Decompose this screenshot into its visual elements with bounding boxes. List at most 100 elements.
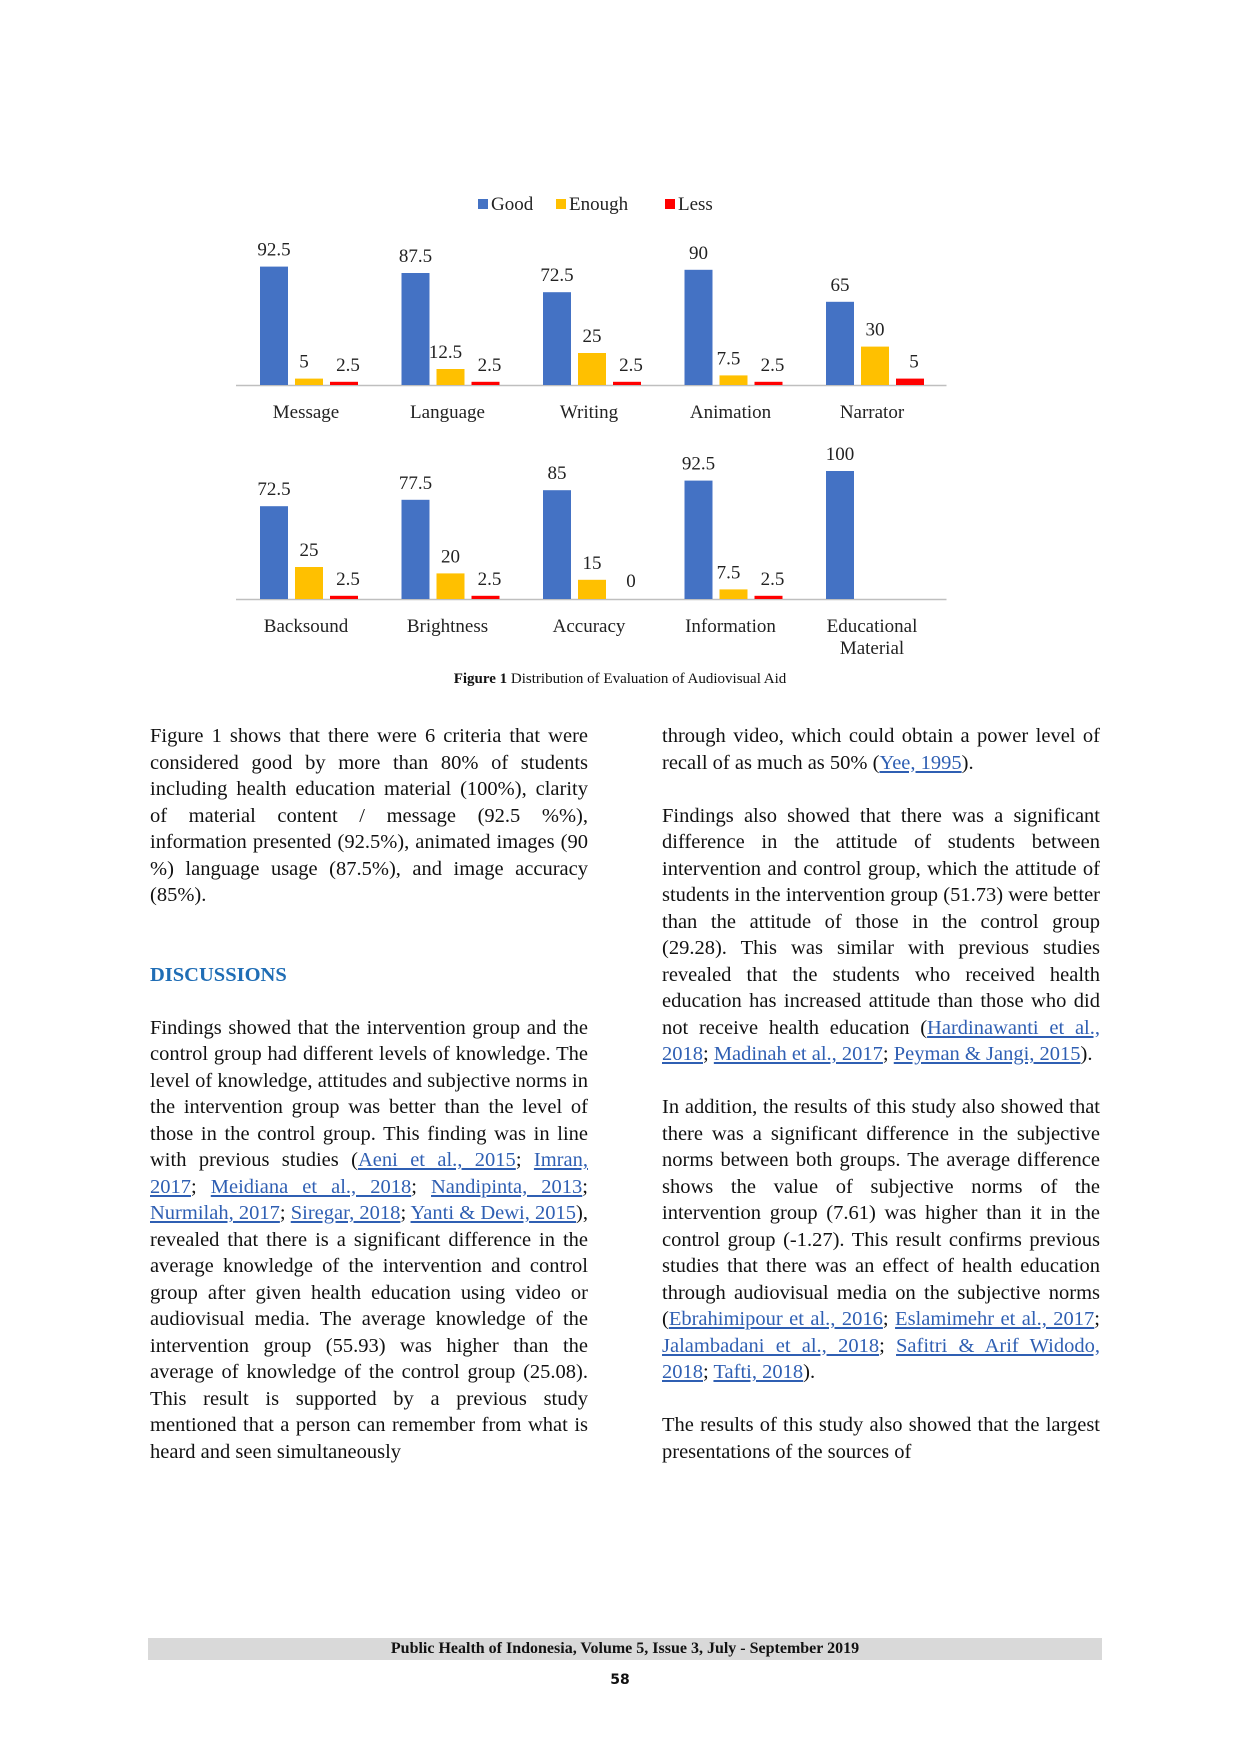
data-label-information-enough: 7.5 [717,562,741,583]
bar-animation-enough [719,375,748,385]
right-column: through video, which could obtain a powe… [662,723,1100,1465]
data-label-message-less: 2.5 [336,355,360,376]
bar-message-less [330,381,358,385]
text-span: ). [1080,1043,1093,1065]
continued-paragraph: through video, which could obtain a powe… [662,723,1100,776]
citation-link[interactable]: Yee, 1995 [879,751,962,774]
bar-information-less [754,595,783,599]
data-label-animation-good: 90 [689,243,708,264]
data-label-brightness-good: 77.5 [399,473,432,494]
citation-link[interactable]: Nurmilah, 2017 [150,1202,280,1224]
data-label-language-good: 87.5 [399,246,432,267]
citation-link[interactable]: Aeni et al., 2015 [357,1149,516,1171]
category-label-educational-material: Material [840,638,904,659]
data-label-educational-material-good: 100 [826,444,855,465]
category-label-educational-material: Educational [827,616,918,637]
journal-footer: Public Health of Indonesia, Volume 5, Is… [390,1640,860,1657]
category-label-message: Message [273,402,339,423]
sources-paragraph: The results of this study also showed th… [662,1414,1100,1463]
text-span: ), revealed that there is a significant … [150,1202,588,1463]
citation-link[interactable]: Jalambadani et al., 2018 [662,1334,880,1357]
legend-label-enough: Enough [569,194,629,215]
data-label-accuracy-less: 0 [626,571,636,592]
data-label-animation-enough: 7.5 [717,348,741,369]
category-label-animation: Animation [690,402,772,423]
citation-link[interactable]: Madinah et al., 2017 [713,1043,883,1065]
bar-narrator-good [826,301,854,385]
citation-link[interactable]: Safitri & Arif Widodo, 2018 [662,1334,1100,1384]
norms-paragraph: In addition, the results of this study a… [662,1096,1100,1384]
bar-language-enough [436,369,465,385]
category-label-language: Language [410,402,485,423]
bar-accuracy-enough [578,579,606,599]
data-label-animation-less: 2.5 [761,355,785,376]
figure-caption: Figure 1 Distribution of Evaluation of A… [0,671,1240,688]
results-paragraph: Figure 1 shows that there were 6 criteri… [150,725,588,906]
data-label-backsound-less: 2.5 [336,569,360,590]
citation-link[interactable]: Hardinawanti et al., 2018 [662,1016,1100,1066]
category-label-information: Information [685,616,776,637]
bar-animation-good [684,269,713,385]
citation-link[interactable]: Ebrahimipour et al., 2016 [668,1308,883,1330]
bar-animation-less [754,381,783,385]
citation-link[interactable]: Eslamimehr et al., 2017 [895,1308,1095,1330]
bar-writing-less [613,381,641,385]
data-label-backsound-good: 72.5 [257,479,290,500]
citation-link[interactable]: Yanti & Dewi, 2015 [410,1202,577,1224]
data-label-message-good: 92.5 [257,240,290,261]
figure-label: Figure 1 [453,671,508,687]
bar-message-good [260,266,288,385]
data-label-message-enough: 5 [299,352,309,373]
section-heading: DISCUSSIONS [150,963,287,986]
text-span: Findings showed that the intervention gr… [150,1016,588,1172]
citation-link[interactable]: Imran, 2017 [150,1149,588,1198]
legend-swatch-enough [556,199,566,209]
citation-link[interactable]: Meidiana et al., 2018 [210,1175,412,1198]
bar-brightness-enough [436,573,465,599]
data-label-language-enough: 12.5 [429,342,462,363]
bar-information-enough [719,589,748,599]
bar-writing-good [543,292,571,385]
category-label-brightness: Brightness [407,616,488,637]
data-label-writing-enough: 25 [583,326,602,347]
text-span: In addition, the results of this study a… [662,1096,1100,1330]
citation-link[interactable]: Tafti, 2018 [713,1361,804,1383]
left-column: Figure 1 shows that there were 6 criteri… [150,723,588,1465]
figure-1-chart: Good Enough Less 92.5 5 2.5 Message 87.5 12.5 2.5… [0,0,1240,680]
text-span: Findings also showed that there was a si… [662,804,1100,1039]
data-label-accuracy-good: 85 [548,463,567,484]
citation-link[interactable]: Siregar, 2018 [290,1202,401,1224]
data-label-writing-good: 72.5 [540,265,573,286]
bar-backsound-enough [295,567,323,599]
bar-narrator-less [896,378,924,385]
citation-link[interactable]: Nandipinta, 2013 [431,1175,583,1198]
page-number: 58 [610,1672,630,1688]
legend-swatch-good [478,199,488,209]
bar-chart-svg: Good Enough Less 92.5 5 2.5 Message 87.5 12.5 2.5… [236,194,947,659]
bar-information-good [684,480,713,599]
data-label-narrator-good: 65 [831,275,850,296]
category-label-writing: Writing [560,402,619,423]
bar-language-good [401,273,430,385]
bar-backsound-good [260,506,288,599]
legend-label-good: Good [491,194,534,215]
data-label-backsound-enough: 25 [300,540,319,561]
discussion-paragraph-1: Findings showed that the intervention gr… [150,1016,588,1463]
data-label-brightness-enough: 20 [441,546,460,567]
data-label-accuracy-enough: 15 [583,553,602,574]
data-label-writing-less: 2.5 [619,355,643,376]
citation-link[interactable]: Peyman & Jangi, 2015 [893,1043,1081,1065]
text-span: ). [803,1361,816,1383]
bar-backsound-less [330,595,358,599]
footer-bar [148,1638,1102,1660]
data-label-language-less: 2.5 [478,355,502,376]
data-label-brightness-less: 2.5 [478,569,502,590]
data-label-information-good: 92.5 [682,454,715,475]
legend-swatch-less [665,199,675,209]
bar-language-less [471,381,500,385]
bar-message-enough [295,378,323,385]
text-span: through video, which could obtain a powe… [662,725,1100,774]
bar-brightness-less [471,595,500,599]
attitude-paragraph: Findings also showed that there was a si… [662,804,1100,1066]
bar-brightness-good [401,499,430,599]
